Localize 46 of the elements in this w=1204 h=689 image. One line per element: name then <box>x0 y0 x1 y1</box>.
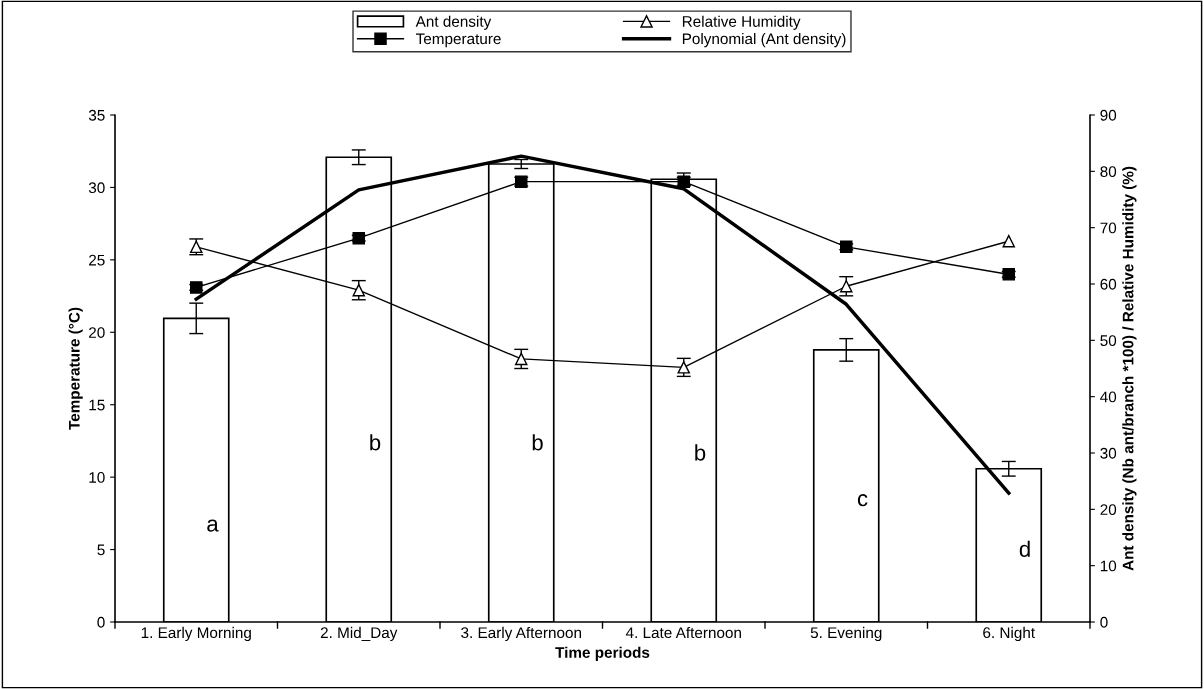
point <box>1002 234 1016 248</box>
point <box>189 281 203 294</box>
x-axis-title: Time periods <box>555 646 650 661</box>
point <box>514 352 528 366</box>
legend-label: Temperature <box>416 33 501 48</box>
x-tick-label: 1. Early Morning <box>141 626 251 642</box>
y-tick-label: 0 <box>97 616 105 628</box>
y-tick-label: 5 <box>97 544 105 556</box>
x-tick-label: 5. Evening <box>810 626 882 642</box>
point <box>1002 268 1016 281</box>
annotation: b <box>532 434 543 451</box>
y2-tick-label: 70 <box>1100 222 1117 234</box>
legend-label: Polynomial (Ant density) <box>682 32 846 48</box>
y-tick-label: 20 <box>89 327 105 338</box>
y2-axis-title: Ant density (Nb ant/branch *100) / Relative Humidity (%) <box>1122 166 1137 571</box>
legend-label: Relative Humidity <box>682 15 801 30</box>
annotation: a <box>207 519 219 532</box>
y2-tick-label: 0 <box>1100 616 1108 628</box>
point <box>839 280 853 293</box>
y-tick-label: 30 <box>88 182 105 194</box>
y-tick-label: 35 <box>88 109 105 121</box>
x-tick-label: 3. Early Afternoon <box>461 626 581 642</box>
y-tick-label: 15 <box>89 399 105 411</box>
y2-tick-label: 20 <box>1100 504 1117 516</box>
y-tick-label: 10 <box>89 472 105 483</box>
point <box>352 231 366 245</box>
point <box>352 283 366 297</box>
point <box>839 240 853 254</box>
legend-label: Ant density <box>415 15 492 30</box>
y2-tick-label: 10 <box>1100 560 1117 572</box>
y2-tick-label: 90 <box>1100 109 1117 121</box>
y-tick-label: 25 <box>89 254 105 266</box>
x-tick-label: 4. Late Afternoon <box>625 626 741 639</box>
y2-tick-label: 60 <box>1100 278 1117 290</box>
x-tick-label: 6. Night <box>983 626 1035 642</box>
y2-tick-label: 40 <box>1100 391 1117 403</box>
y2-tick-label: 50 <box>1100 335 1117 347</box>
annotation: b <box>695 444 706 461</box>
y2-tick-label: 80 <box>1100 166 1117 178</box>
annotation: d <box>1019 540 1030 557</box>
annotation: c <box>857 494 868 507</box>
point <box>677 361 691 374</box>
y-axis-title: Temperature (°C) <box>68 307 83 430</box>
annotation: b <box>370 434 381 451</box>
x-tick-label: 2. Mid_Day <box>320 626 398 642</box>
y2-tick-label: 30 <box>1100 447 1117 459</box>
